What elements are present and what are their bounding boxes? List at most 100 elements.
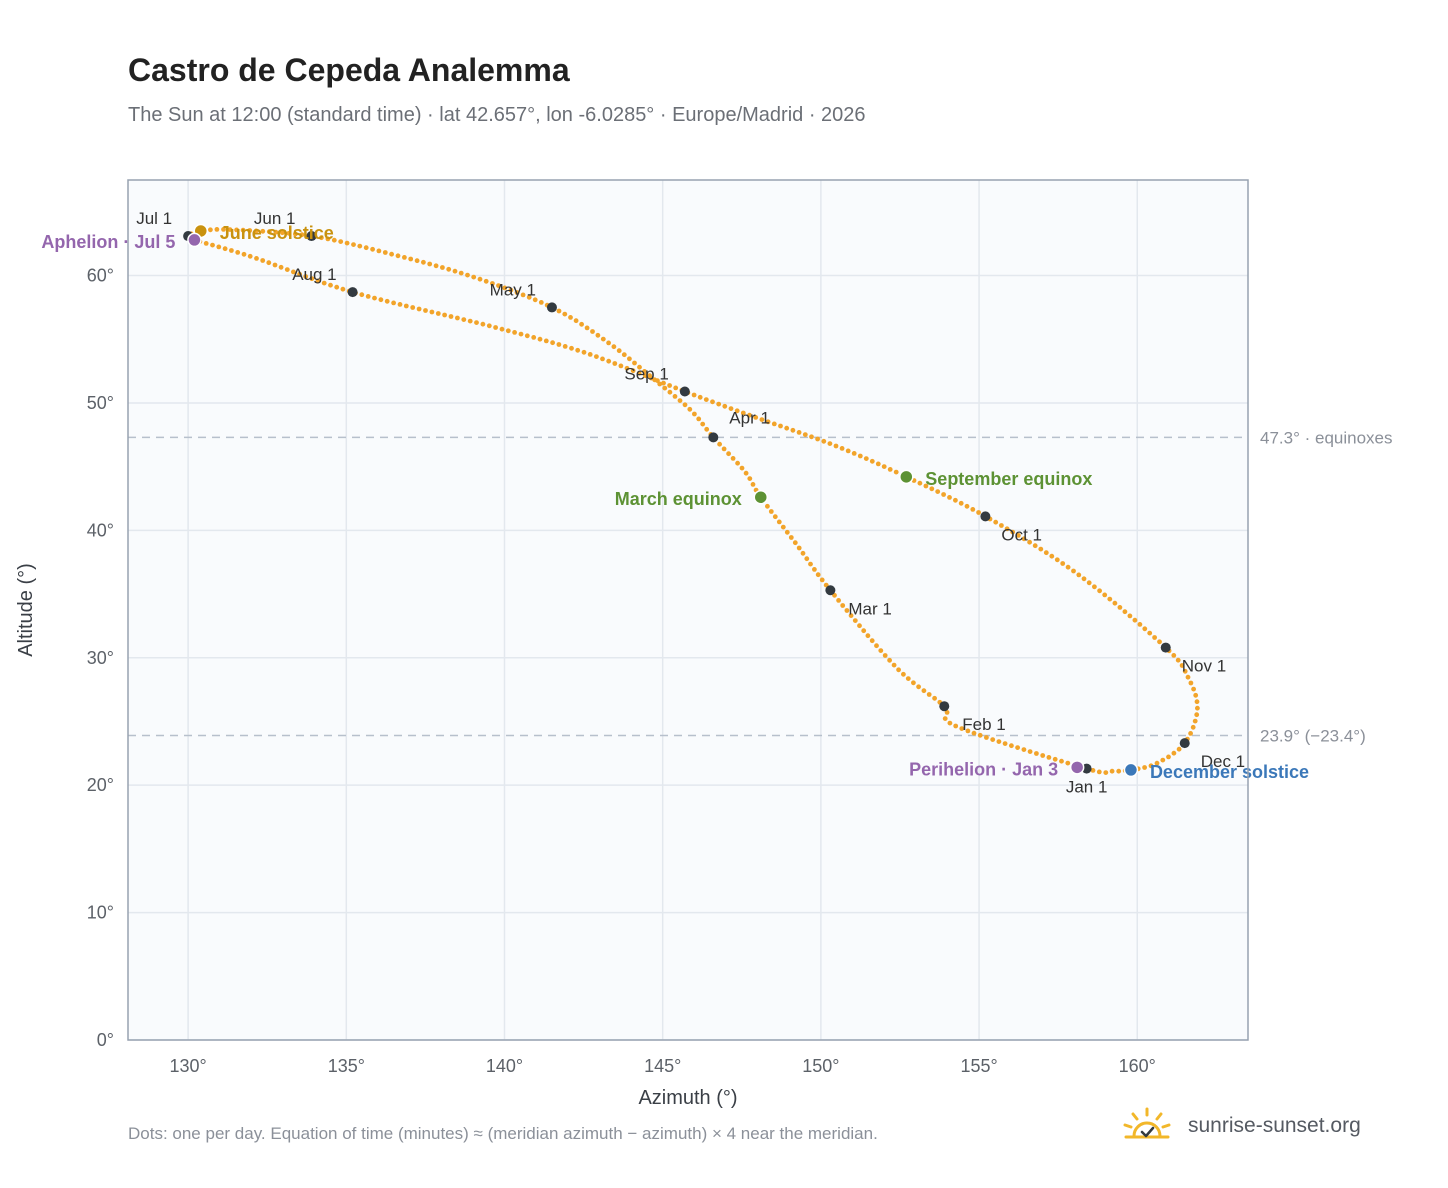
- daily-dot: [1038, 546, 1044, 552]
- page-title: Castro de Cepeda Analemma: [128, 52, 570, 88]
- daily-dot: [851, 451, 857, 456]
- daily-dot: [953, 723, 959, 729]
- daily-dot: [293, 231, 298, 237]
- daily-dot: [1127, 613, 1133, 619]
- daily-dot: [721, 446, 727, 452]
- daily-dot: [747, 476, 753, 481]
- daily-dot: [941, 492, 946, 497]
- daily-dot: [471, 274, 477, 280]
- daily-dot: [1102, 592, 1108, 598]
- daily-dot: [784, 425, 790, 431]
- daily-dot: [878, 648, 884, 653]
- month-label: Dec 1: [1201, 752, 1245, 771]
- daily-dot: [926, 692, 932, 697]
- daily-dot: [1154, 760, 1160, 766]
- event-label: March equinox: [615, 489, 742, 509]
- daily-dot: [606, 358, 612, 364]
- x-tick-label: 135°: [328, 1056, 365, 1076]
- daily-dot: [809, 434, 814, 440]
- daily-dot: [932, 695, 937, 701]
- daily-dot: [1016, 533, 1021, 538]
- daily-dot: [776, 519, 782, 525]
- daily-dot: [508, 287, 514, 293]
- daily-dot: [901, 671, 906, 677]
- daily-dot: [235, 250, 241, 255]
- daily-dot: [1086, 580, 1092, 586]
- month-marker: [1160, 642, 1171, 653]
- daily-dot: [740, 410, 746, 416]
- daily-dot: [947, 720, 953, 726]
- daily-dot: [999, 523, 1004, 528]
- daily-dot: [1065, 564, 1071, 570]
- daily-dot: [247, 253, 253, 259]
- month-marker: [939, 701, 950, 712]
- daily-dot: [1194, 712, 1200, 718]
- month-label: Jun 1: [254, 209, 296, 228]
- daily-dot: [935, 489, 941, 494]
- event-label: September equinox: [925, 469, 1092, 489]
- daily-dot: [221, 227, 226, 232]
- daily-dot: [796, 545, 802, 551]
- daily-dot: [710, 399, 715, 405]
- daily-dot: [784, 529, 790, 535]
- x-tick-label: 150°: [802, 1056, 839, 1076]
- daily-dot: [216, 244, 222, 250]
- daily-dot: [696, 416, 702, 422]
- month-markers: Jan 1 Feb 1 Mar 1 Apr 1 May 1 Jun 1 Jul 1 Aug 1…: [136, 209, 1245, 797]
- daily-dot: [520, 292, 526, 298]
- daily-dot: [700, 421, 706, 427]
- month-label: Apr 1: [729, 408, 770, 427]
- daily-dot: [382, 250, 388, 255]
- daily-dot: [1109, 768, 1115, 774]
- daily-dot: [1182, 668, 1188, 674]
- daily-dot: [616, 348, 622, 354]
- daily-dot: [1032, 543, 1038, 549]
- daily-dot: [384, 298, 390, 304]
- daily-dot: [280, 230, 285, 236]
- daily-dot: [334, 284, 340, 290]
- daily-dot: [325, 236, 331, 242]
- brand[interactable]: sunrise-sunset.org: [1120, 1104, 1361, 1148]
- month-label: May 1: [490, 280, 536, 299]
- month-marker: [546, 302, 557, 313]
- daily-dot: [716, 401, 722, 407]
- daily-dot: [344, 240, 350, 246]
- daily-dot: [240, 227, 246, 233]
- daily-dot: [556, 342, 562, 347]
- daily-dot: [303, 274, 309, 279]
- daily-dot: [648, 375, 654, 381]
- daily-dot: [328, 282, 333, 288]
- daily-dot: [291, 269, 296, 275]
- daily-dot: [538, 300, 544, 305]
- month-label: Jan 1: [1066, 778, 1108, 797]
- daily-dot: [1097, 588, 1102, 594]
- daily-dot: [526, 294, 532, 300]
- daily-dot: [260, 258, 266, 263]
- month-label: Oct 1: [1001, 525, 1042, 544]
- daily-dot: [750, 482, 756, 487]
- daily-dot: [621, 352, 627, 358]
- daily-dot: [887, 657, 892, 663]
- daily-dot: [863, 456, 869, 461]
- month-marker: [679, 386, 690, 397]
- daily-dot: [929, 486, 935, 492]
- daily-dot: [590, 329, 595, 334]
- daily-dot: [1004, 526, 1010, 532]
- daily-dot: [338, 239, 344, 245]
- x-tick-label: 155°: [960, 1056, 997, 1076]
- daily-dot: [1152, 635, 1157, 640]
- daily-dot: [410, 305, 416, 310]
- daily-dot: [502, 285, 508, 291]
- daily-dot: [1117, 605, 1123, 610]
- daily-dot: [532, 297, 538, 303]
- daily-dot: [389, 251, 394, 257]
- daily-dot: [1002, 741, 1008, 746]
- daily-dot: [222, 246, 228, 252]
- daily-dot: [1010, 529, 1016, 535]
- daily-dot: [893, 469, 899, 475]
- daily-dot: [965, 728, 971, 734]
- daily-dot: [1160, 757, 1166, 763]
- daily-dot: [595, 332, 601, 338]
- daily-dot: [1190, 724, 1196, 730]
